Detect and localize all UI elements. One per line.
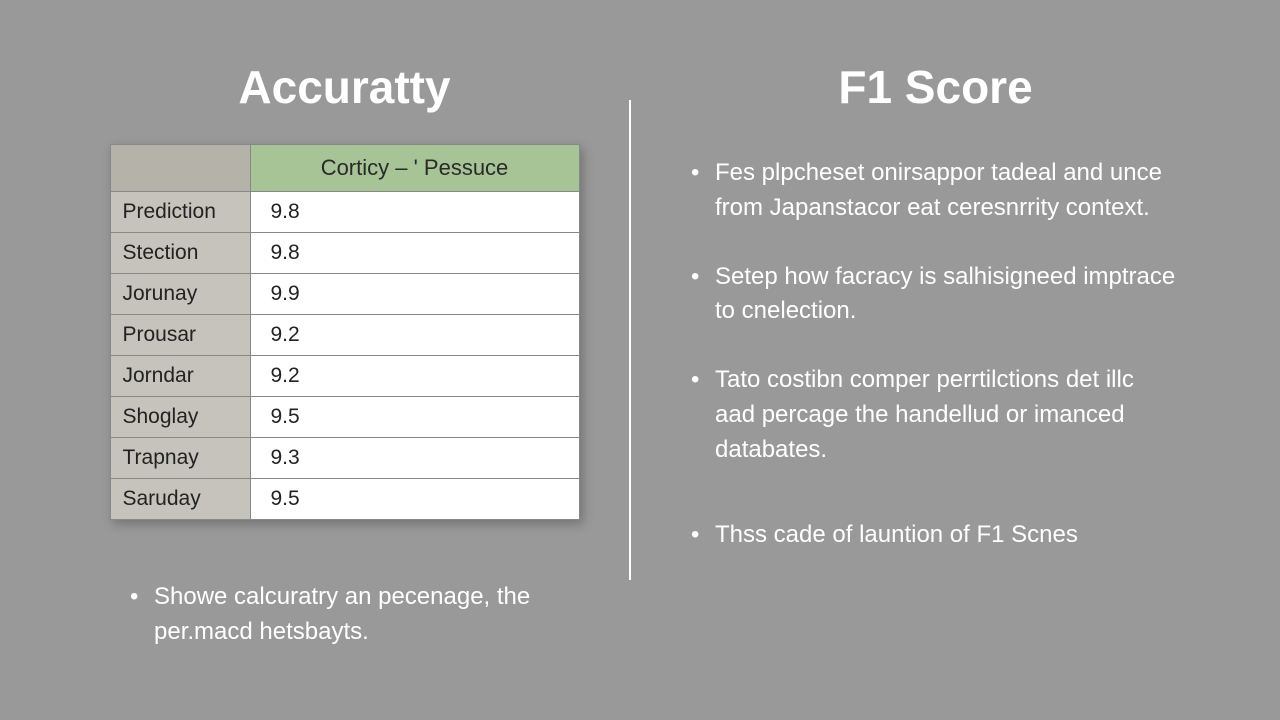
row-label: Shoglay: [110, 397, 250, 438]
row-value: 9.5: [250, 397, 579, 438]
left-column: Accuratty Corticy – ' Pessuce Prediction…: [100, 60, 629, 680]
row-value: 9.8: [250, 192, 579, 233]
table-row: Saruday 9.5: [110, 479, 579, 520]
list-item: Thss cade of launtion of F1 Scnes: [691, 518, 1180, 553]
list-item: Showe calcuratry an pecenage, the per.ma…: [130, 580, 589, 650]
left-bullet-list: Showe calcuratry an pecenage, the per.ma…: [100, 580, 589, 684]
table-header-cell: Corticy – ' Pessuce: [250, 145, 579, 192]
row-label: Prediction: [110, 192, 250, 233]
row-value: 9.8: [250, 233, 579, 274]
accuracy-table: Corticy – ' Pessuce Prediction 9.8 Stect…: [110, 144, 580, 520]
table-row: Trapnay 9.3: [110, 438, 579, 479]
accuracy-heading: Accuratty: [100, 60, 589, 114]
table-row: Jorndar 9.2: [110, 356, 579, 397]
accuracy-table-wrap: Corticy – ' Pessuce Prediction 9.8 Stect…: [110, 144, 580, 520]
table-row: Jorunay 9.9: [110, 274, 579, 315]
f1-heading: F1 Score: [691, 60, 1180, 114]
row-value: 9.2: [250, 356, 579, 397]
row-value: 9.5: [250, 479, 579, 520]
row-label: Jorndar: [110, 356, 250, 397]
right-bullet-list: Fes plpcheset onirsappor tadeal and unce…: [691, 156, 1180, 586]
row-label: Stection: [110, 233, 250, 274]
slide: Accuratty Corticy – ' Pessuce Prediction…: [0, 0, 1280, 720]
table-row: Prousar 9.2: [110, 315, 579, 356]
row-value: 9.9: [250, 274, 579, 315]
right-column: F1 Score Fes plpcheset onirsappor tadeal…: [631, 60, 1180, 680]
list-item: Tato costibn comper perrtilctions det il…: [691, 363, 1180, 467]
row-label: Jorunay: [110, 274, 250, 315]
row-value: 9.2: [250, 315, 579, 356]
table-corner-cell: [110, 145, 250, 192]
list-item: Fes plpcheset onirsappor tadeal and unce…: [691, 156, 1180, 226]
row-label: Prousar: [110, 315, 250, 356]
row-label: Trapnay: [110, 438, 250, 479]
list-item: Setep how facracy is salhisigneed imptra…: [691, 260, 1180, 330]
row-label: Saruday: [110, 479, 250, 520]
row-value: 9.3: [250, 438, 579, 479]
table-row: Stection 9.8: [110, 233, 579, 274]
table-header-row: Corticy – ' Pessuce: [110, 145, 579, 192]
table-row: Prediction 9.8: [110, 192, 579, 233]
table-row: Shoglay 9.5: [110, 397, 579, 438]
